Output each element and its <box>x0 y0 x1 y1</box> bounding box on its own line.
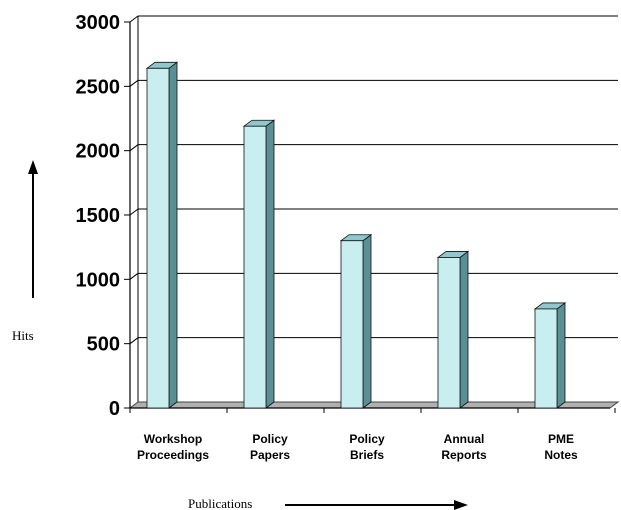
bar <box>242 119 276 409</box>
gridline-side <box>129 15 139 23</box>
x-tick-label: Policy Papers <box>250 432 290 462</box>
y-tick-label: 0 <box>109 398 120 420</box>
y-tick-labels: 0 500 1000 1500 2000 2500 3000 <box>76 12 121 420</box>
bar <box>436 250 470 409</box>
y-tick-label: 2500 <box>76 76 121 98</box>
bar <box>145 61 179 409</box>
y-tick-label: 3000 <box>76 12 121 34</box>
bars <box>145 61 567 409</box>
gridline-side <box>129 208 139 216</box>
x-tick-label: Annual Reports <box>441 432 487 462</box>
gridline-side <box>129 144 139 152</box>
bar <box>339 233 373 409</box>
x-tick-label: PME Notes <box>544 432 578 462</box>
bar-side <box>168 61 178 409</box>
bar-front <box>437 257 461 409</box>
y-tick-label: 1500 <box>76 205 121 227</box>
bar <box>533 302 567 409</box>
y-axis-arrowhead <box>28 160 38 174</box>
bar-side <box>459 250 469 409</box>
x-tick-label: Workshop Proceedings <box>137 432 209 462</box>
bar-front <box>340 240 364 409</box>
bar-side <box>265 119 275 409</box>
y-tick-label: 1000 <box>76 269 121 291</box>
bar-side <box>362 233 372 409</box>
y-tick-label: 500 <box>87 334 120 356</box>
gridline-side <box>129 337 139 345</box>
bar-side <box>556 302 566 409</box>
y-axis-label: Hits <box>12 328 34 343</box>
x-tick-label: Policy Briefs <box>349 432 385 462</box>
bar-front <box>146 67 170 409</box>
bar-front <box>534 308 558 409</box>
gridline-side <box>129 272 139 280</box>
y-tick-label: 2000 <box>76 141 121 163</box>
gridline-side <box>129 79 139 87</box>
x-axis-label: Publications <box>188 496 252 510</box>
x-tick-labels: Workshop Proceedings Policy Papers Policy Bri… <box>137 432 578 462</box>
bar-front <box>243 125 267 409</box>
x-axis-arrowhead <box>454 500 468 510</box>
